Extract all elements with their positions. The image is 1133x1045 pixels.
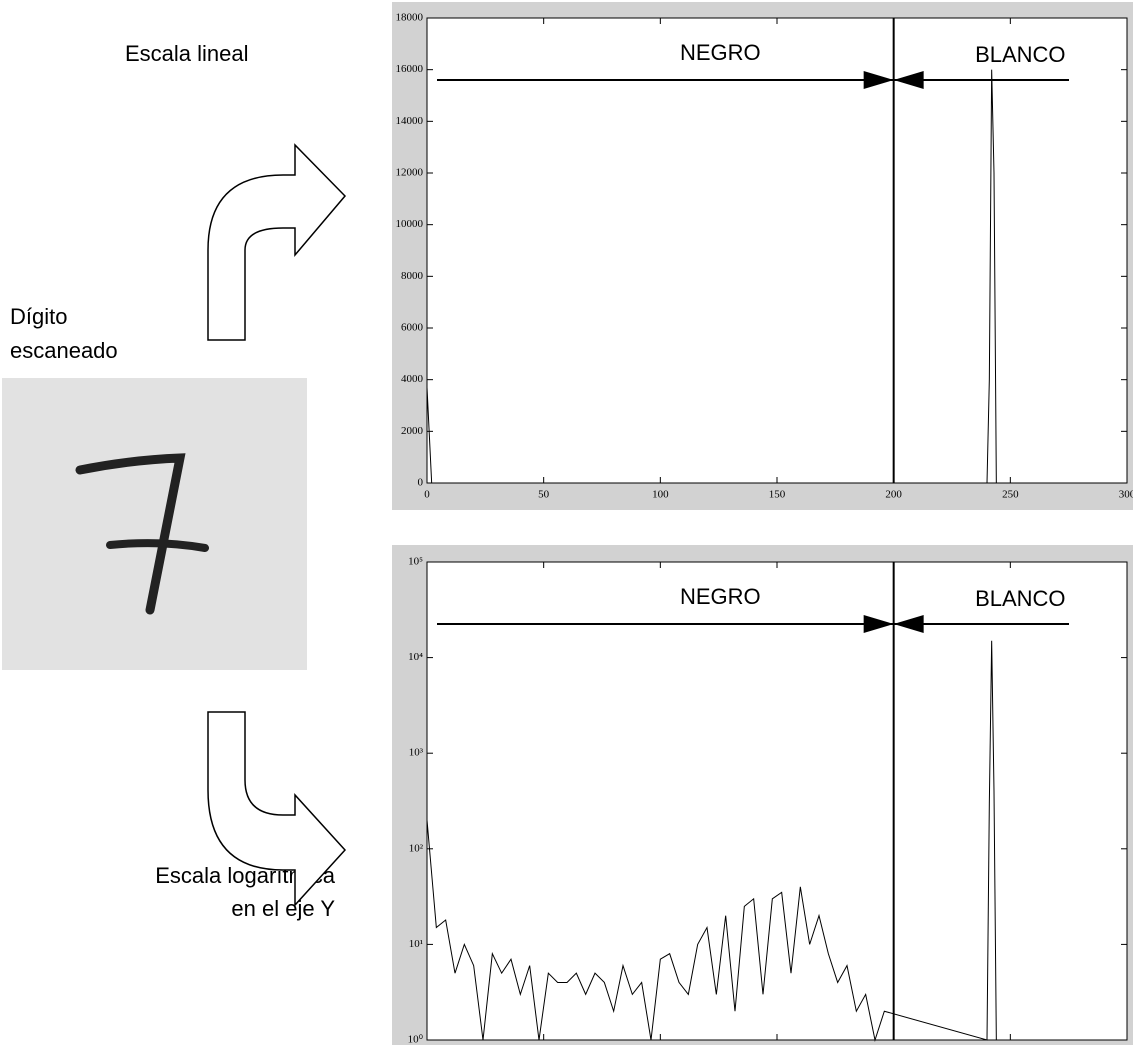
linear-caption: Escala lineal [125,41,249,66]
y-tick-label: 14000 [396,115,424,127]
x-tick-label: 250 [1002,489,1019,501]
y-tick-label: 10⁰ [408,1034,424,1045]
y-tick-label: 16000 [396,63,424,75]
y-tick-label: 10³ [409,747,424,759]
y-tick-label: 10² [409,842,424,854]
y-tick-label: 6000 [401,322,424,334]
digit-caption: escaneado [10,338,118,363]
x-tick-label: 0 [424,489,430,501]
y-tick-label: 10000 [396,218,424,230]
y-tick-label: 10¹ [409,938,423,950]
x-tick-label: 100 [652,489,669,501]
y-tick-label: 10⁴ [408,651,423,663]
region-label: NEGRO [680,584,761,609]
y-tick-label: 10⁵ [408,556,423,568]
y-tick-label: 8000 [401,270,424,282]
plot-area [427,562,1127,1040]
region-label: BLANCO [975,586,1065,611]
y-tick-label: 4000 [401,373,424,385]
y-tick-label: 0 [418,477,424,489]
y-tick-label: 18000 [396,12,424,24]
log-caption: en el eje Y [231,896,335,921]
page: Escala lineal Dígito escaneado Escala lo… [0,0,1133,1045]
digit-image [2,378,307,670]
figure: Escala lineal Dígito escaneado Escala lo… [0,0,1133,1045]
region-label: BLANCO [975,42,1065,67]
x-tick-label: 300 [1119,489,1133,501]
scanned-digit [2,378,307,670]
x-tick-label: 200 [885,489,902,501]
x-tick-label: 150 [769,489,786,501]
arrow [208,145,345,340]
region-label: NEGRO [680,40,761,65]
digit-caption: Dígito [10,304,67,329]
y-tick-label: 2000 [401,425,424,437]
plot-area [427,18,1127,483]
x-tick-label: 50 [538,489,550,501]
y-tick-label: 12000 [396,167,424,179]
